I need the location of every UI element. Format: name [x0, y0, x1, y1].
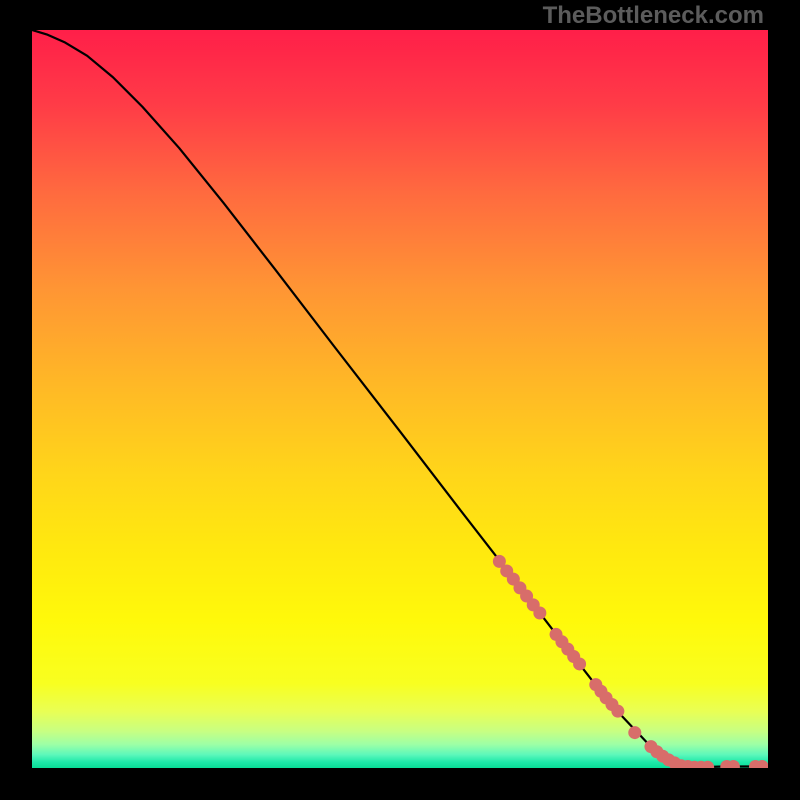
plot-area: [32, 30, 768, 768]
chart-stage: TheBottleneck.com: [0, 0, 800, 800]
watermark-text: TheBottleneck.com: [543, 2, 764, 30]
gradient-background: [32, 30, 768, 768]
